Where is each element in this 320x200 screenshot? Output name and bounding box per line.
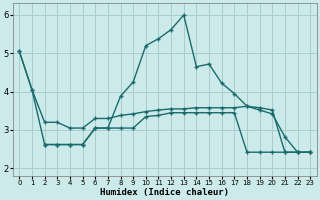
X-axis label: Humidex (Indice chaleur): Humidex (Indice chaleur)	[100, 188, 229, 197]
